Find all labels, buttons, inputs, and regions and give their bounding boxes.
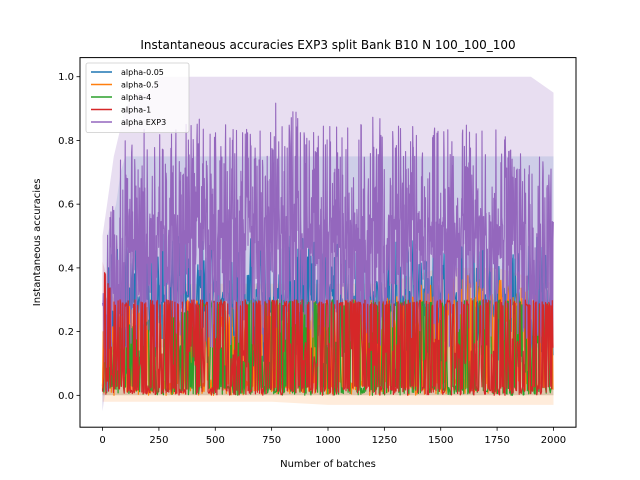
x-tick-label: 0 bbox=[99, 435, 105, 446]
y-tick-label: 0.8 bbox=[58, 136, 74, 147]
x-tick-label: 1750 bbox=[484, 435, 509, 446]
x-tick-label: 2000 bbox=[541, 435, 566, 446]
legend-label: alpha-0.05 bbox=[121, 68, 164, 77]
legend-label: alpha-0.5 bbox=[121, 81, 159, 90]
x-axis-title: Number of batches bbox=[280, 459, 376, 470]
y-tick-label: 0.4 bbox=[58, 263, 74, 274]
y-axis-title: Instantaneous accuracies bbox=[32, 179, 43, 307]
y-tick-label: 0.0 bbox=[58, 391, 74, 402]
legend-label: alpha EXP3 bbox=[121, 118, 166, 127]
x-tick-label: 750 bbox=[262, 435, 281, 446]
x-tick-label: 500 bbox=[206, 435, 225, 446]
x-axis: 0 250 500 750 1000 1250 1500 1750 2000 bbox=[99, 427, 566, 446]
series-line-alpha-exp3 bbox=[101, 102, 554, 392]
x-tick-label: 1500 bbox=[428, 435, 453, 446]
series-line-alpha-1 bbox=[101, 272, 554, 396]
series-lines bbox=[101, 102, 554, 396]
y-tick-label: 0.6 bbox=[58, 200, 74, 211]
y-tick-label: 0.2 bbox=[58, 327, 74, 338]
x-tick-label: 1250 bbox=[372, 435, 397, 446]
y-tick-label: 1.0 bbox=[58, 72, 74, 83]
x-tick-label: 1000 bbox=[315, 435, 340, 446]
y-axis: 0.0 0.2 0.4 0.6 0.8 1.0 bbox=[58, 72, 80, 402]
chart-title: Instantaneous accuracies EXP3 split Bank… bbox=[140, 38, 515, 52]
legend-box bbox=[85, 62, 190, 133]
x-tick-label: 250 bbox=[149, 435, 168, 446]
legend-label: alpha-1 bbox=[121, 106, 151, 115]
legend: alpha-0.05 alpha-0.5 alpha-4 alpha-1 alpha E… bbox=[85, 62, 190, 133]
legend-label: alpha-4 bbox=[121, 93, 151, 102]
